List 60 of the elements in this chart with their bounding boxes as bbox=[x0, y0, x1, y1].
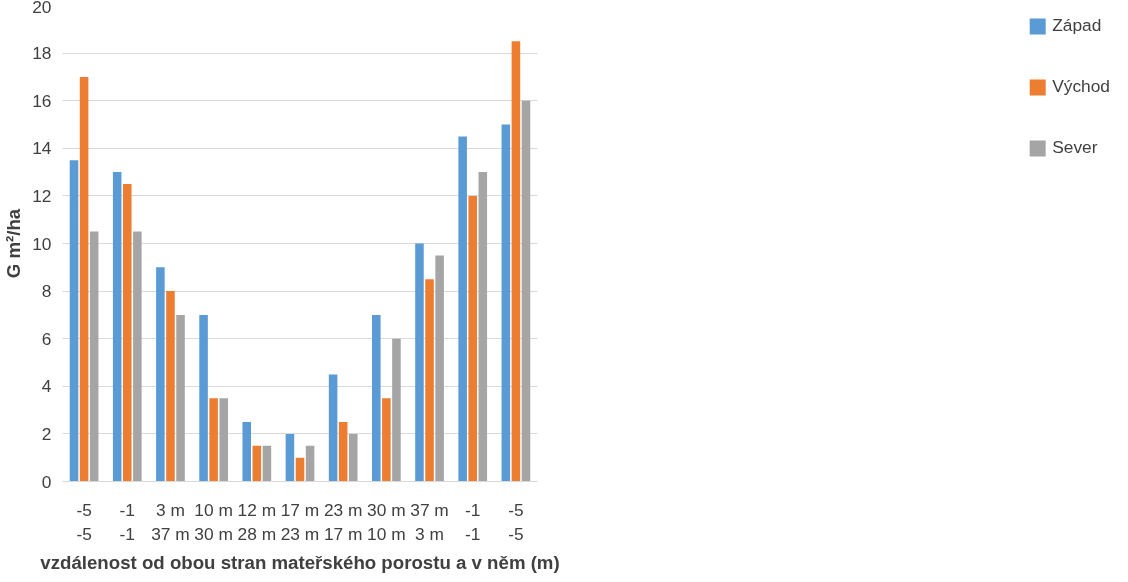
bar bbox=[89, 231, 99, 482]
bar bbox=[219, 398, 228, 482]
y-tick-label: 20 bbox=[32, 0, 52, 17]
y-tick-label: 14 bbox=[32, 138, 52, 159]
bar bbox=[199, 314, 208, 482]
bar bbox=[415, 243, 424, 482]
bar bbox=[122, 184, 132, 482]
x-tick-label: -1 -1 bbox=[119, 499, 135, 544]
bar bbox=[295, 457, 305, 482]
x-axis-title: vzdálenost od obou stran mateřského porostu a v něm (m) bbox=[40, 551, 560, 573]
y-tick-label: 4 bbox=[41, 376, 52, 397]
bar bbox=[112, 172, 122, 482]
bar bbox=[501, 124, 511, 482]
bar bbox=[425, 279, 434, 482]
x-tick-label: 10 m 30 m bbox=[194, 499, 233, 544]
bar bbox=[156, 267, 165, 482]
bar bbox=[209, 398, 218, 482]
x-tick-label: 17 m 23 m bbox=[280, 499, 320, 544]
x-tick-label: -5 -5 bbox=[508, 499, 524, 544]
x-tick-label: 23 m 17 m bbox=[323, 499, 363, 544]
bar bbox=[69, 160, 79, 482]
bar bbox=[242, 422, 252, 482]
y-tick-label: 0 bbox=[41, 471, 52, 492]
bar bbox=[521, 100, 531, 482]
x-tick-label: 37 m 3 m bbox=[410, 499, 449, 544]
bar bbox=[305, 445, 315, 482]
bar bbox=[458, 136, 467, 482]
bar bbox=[262, 445, 272, 482]
y-tick-label: 18 bbox=[32, 43, 52, 64]
bar bbox=[382, 398, 391, 482]
legend-label: Západ bbox=[1052, 15, 1102, 36]
bar bbox=[372, 314, 381, 482]
y-tick-label: 8 bbox=[41, 281, 52, 302]
x-tick-label: 12 m 28 m bbox=[237, 499, 277, 544]
y-tick-label: 16 bbox=[32, 90, 52, 111]
bar bbox=[328, 374, 338, 482]
legend-label: Sever bbox=[1052, 137, 1098, 158]
bar bbox=[435, 255, 444, 482]
bar bbox=[511, 41, 521, 482]
bar bbox=[133, 231, 142, 482]
bar bbox=[478, 172, 488, 482]
bar bbox=[285, 433, 295, 482]
y-tick-label: 6 bbox=[41, 328, 52, 349]
bar bbox=[338, 422, 348, 482]
y-axis-title: G m²/ha bbox=[3, 208, 25, 279]
y-tick-label: 2 bbox=[41, 423, 52, 444]
bar bbox=[176, 314, 185, 482]
bar bbox=[348, 433, 358, 482]
x-tick-label: -5 -5 bbox=[76, 499, 92, 544]
y-tick-label: 10 bbox=[32, 233, 52, 254]
x-tick-label: 3 m 37 m bbox=[151, 499, 190, 544]
bar bbox=[392, 338, 401, 482]
bar bbox=[166, 291, 175, 482]
legend-label: Východ bbox=[1052, 76, 1110, 97]
bar bbox=[252, 445, 262, 482]
bar bbox=[79, 76, 89, 482]
x-tick-label: -1 -1 bbox=[465, 499, 481, 544]
x-tick-label: 30 m 10 m bbox=[367, 499, 406, 544]
y-tick-label: 12 bbox=[32, 185, 52, 206]
bar bbox=[468, 195, 478, 482]
